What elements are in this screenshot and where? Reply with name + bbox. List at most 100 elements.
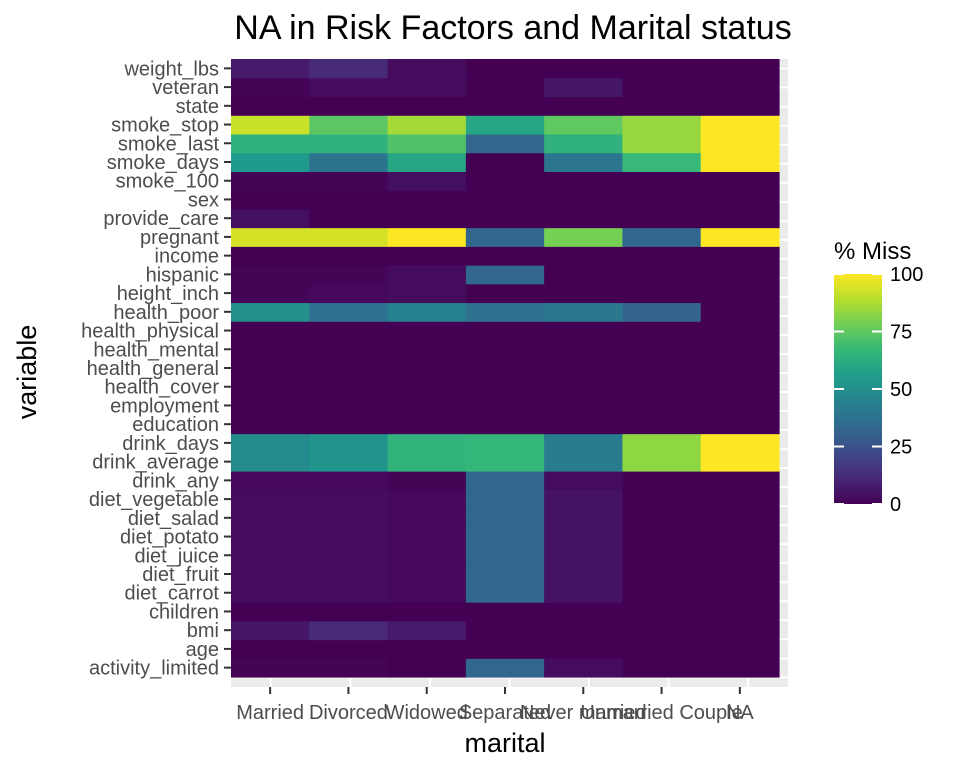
heatmap-cell — [622, 96, 702, 116]
heatmap-cell — [231, 414, 310, 435]
heatmap-cell — [700, 433, 780, 453]
heatmap-cell — [700, 658, 780, 678]
y-tick-label: diet_fruit — [142, 564, 219, 586]
heatmap-cell — [231, 77, 310, 98]
heatmap-cell — [700, 208, 780, 229]
y-tick-label: health_mental — [93, 339, 219, 361]
heatmap-cell — [622, 545, 702, 566]
y-tick-label: children — [149, 601, 219, 623]
y-tick-label: education — [132, 414, 219, 436]
x-tick-label: Divorced — [309, 702, 388, 724]
heatmap-cell — [622, 527, 702, 547]
heatmap-cell — [544, 77, 624, 98]
heatmap-cell — [622, 452, 702, 472]
y-tick-label: age — [186, 639, 219, 661]
heatmap-cell — [465, 77, 545, 98]
heatmap-cell — [231, 227, 310, 247]
heatmap-cell — [309, 639, 389, 659]
heatmap-cell — [465, 59, 545, 79]
x-tick-label: Widowed — [386, 702, 468, 724]
heatmap-cell — [231, 471, 310, 491]
heatmap-cell — [465, 339, 545, 360]
heatmap-cell — [622, 152, 702, 172]
heatmap-cell — [231, 433, 310, 453]
heatmap-cell — [465, 302, 545, 322]
heatmap-cell — [231, 639, 310, 659]
heatmap-cell — [231, 545, 310, 566]
heatmap-cell — [465, 265, 545, 285]
heatmap-cell — [465, 489, 545, 510]
heatmap-cell — [387, 658, 467, 678]
heatmap-cell — [700, 396, 780, 416]
y-tick-label: weight_lbs — [123, 58, 219, 80]
heatmap-cell — [309, 545, 389, 566]
heatmap-cell — [231, 283, 310, 304]
heatmap-cell — [387, 302, 467, 322]
heatmap-cell — [231, 508, 310, 528]
chart-title: NA in Risk Factors and Marital status — [234, 9, 791, 47]
heatmap-cell — [544, 620, 624, 641]
heatmap-cell — [465, 377, 545, 397]
heatmap-cell — [465, 246, 545, 266]
heatmap-cell — [309, 414, 389, 435]
heatmap-cell — [387, 433, 467, 453]
heatmap-cell — [231, 208, 310, 229]
heatmap-cell — [700, 77, 780, 98]
heatmap-cell — [544, 302, 624, 322]
heatmap-cell — [465, 639, 545, 659]
heatmap-cell — [544, 545, 624, 566]
heatmap-cell — [700, 527, 780, 547]
heatmap-cell — [465, 414, 545, 435]
heatmap-cell — [544, 339, 624, 360]
y-tick-label: provide_care — [103, 208, 219, 230]
heatmap-cell — [387, 489, 467, 510]
heatmap-cell — [622, 339, 702, 360]
heatmap-cell — [231, 339, 310, 360]
heatmap-cell — [544, 321, 624, 341]
heatmap-cell — [622, 77, 702, 98]
heatmap-cell — [544, 658, 624, 678]
heatmap-cell — [465, 152, 545, 172]
heatmap-cell — [700, 171, 780, 191]
heatmap-cell — [544, 208, 624, 229]
heatmap-cell — [544, 527, 624, 547]
heatmap-cell — [231, 265, 310, 285]
x-tick-label: Separated — [459, 702, 551, 724]
y-tick-label: activity_limited — [89, 658, 219, 680]
y-tick-label: health_cover — [104, 377, 219, 399]
heatmap-cell — [231, 133, 310, 154]
heatmap-cell — [544, 583, 624, 603]
heatmap-cell — [309, 171, 389, 191]
heatmap-cell — [700, 339, 780, 360]
heatmap-cell — [387, 77, 467, 98]
heatmap-cell — [309, 77, 389, 98]
heatmap-cell — [309, 620, 389, 641]
heatmap-cell — [622, 396, 702, 416]
heatmap-cell — [622, 620, 702, 641]
y-tick-label: drink_any — [132, 470, 219, 492]
heatmap-cell — [622, 321, 702, 341]
y-tick-label: diet_juice — [134, 545, 219, 567]
heatmap-cell — [309, 489, 389, 510]
heatmap-cell — [309, 527, 389, 547]
y-tick-label: income — [155, 246, 219, 268]
heatmap-cell — [544, 396, 624, 416]
heatmap-cell — [309, 452, 389, 472]
legend-label: 75 — [890, 322, 912, 344]
heatmap-cell — [231, 620, 310, 641]
heatmap-cell — [544, 358, 624, 378]
heatmap-cell — [387, 471, 467, 491]
heatmap-cell — [309, 358, 389, 378]
heatmap-cell — [309, 208, 389, 229]
y-tick-label: pregnant — [140, 227, 219, 249]
x-tick-label: Married — [236, 702, 304, 724]
x-tick-label: NA — [726, 702, 754, 724]
heatmap-cell — [700, 321, 780, 341]
heatmap-cell — [387, 639, 467, 659]
heatmap-cell — [465, 564, 545, 584]
heatmap-cell — [387, 133, 467, 154]
heatmap-cell — [544, 115, 624, 135]
heatmap-cell — [700, 152, 780, 172]
heatmap-tiles — [231, 59, 780, 678]
heatmap-cell — [700, 508, 780, 528]
